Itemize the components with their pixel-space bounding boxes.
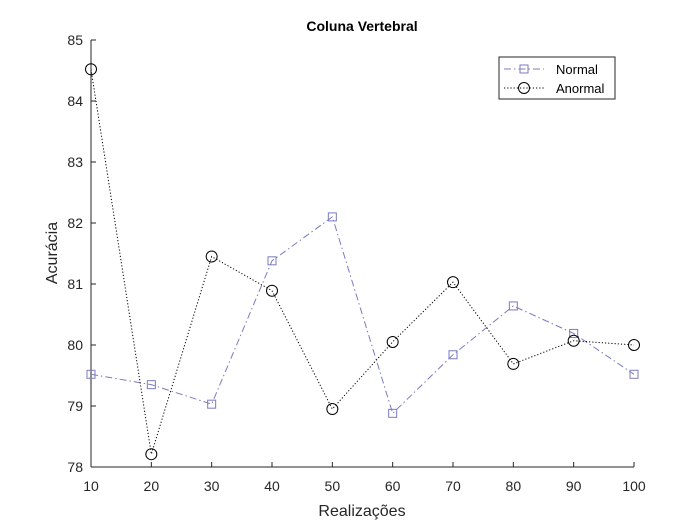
y-tick-label: 83 — [67, 154, 83, 170]
data-point — [447, 276, 459, 289]
series-layer — [85, 63, 640, 461]
data-point — [508, 301, 518, 311]
x-tick-label: 10 — [83, 478, 99, 494]
y-axis-label: Acurácia — [44, 222, 61, 284]
legend-box — [498, 56, 616, 100]
x-axis-label: Realizações — [318, 503, 405, 520]
y-tick-label: 79 — [67, 398, 83, 414]
y-tick-label: 84 — [67, 93, 83, 109]
y-tick-label: 80 — [67, 337, 83, 353]
x-tick-label: 50 — [325, 478, 341, 494]
data-point — [569, 328, 579, 338]
y-tick-label: 81 — [67, 276, 83, 292]
data-point — [388, 408, 398, 418]
data-point — [85, 63, 97, 76]
x-tick-label: 90 — [566, 478, 582, 494]
y-tick-label: 82 — [67, 215, 83, 231]
x-tick-label: 100 — [622, 478, 646, 494]
legend-marker — [519, 64, 529, 74]
x-tick-label: 30 — [204, 478, 220, 494]
data-point — [86, 369, 96, 379]
data-point — [326, 403, 339, 416]
series-line — [90, 216, 635, 415]
data-point — [266, 284, 278, 297]
legend: Normal Anormal — [498, 56, 616, 100]
data-point — [629, 369, 639, 379]
chart-title: Coluna Vertebral — [306, 18, 417, 34]
data-point — [386, 335, 399, 348]
x-tick-label: 40 — [264, 478, 280, 494]
data-point — [207, 399, 217, 409]
data-point — [205, 250, 218, 263]
data-point — [267, 256, 277, 266]
y-tick-label: 78 — [67, 459, 83, 475]
legend-marker — [518, 82, 530, 94]
data-point — [628, 339, 640, 351]
series-anormal — [85, 63, 640, 461]
axes — [90, 40, 634, 468]
y-ticks: 78 79 80 81 82 83 84 85 — [67, 32, 96, 475]
y-tick-label: 85 — [67, 32, 83, 48]
data-point — [507, 357, 520, 370]
data-point — [145, 448, 158, 461]
series-normal — [86, 212, 639, 418]
x-ticks: 10 20 30 40 50 60 70 80 90 100 — [83, 462, 646, 494]
x-tick-label: 20 — [144, 478, 160, 494]
data-point — [567, 334, 580, 347]
data-point — [448, 350, 458, 360]
data-point — [146, 380, 156, 390]
x-tick-label: 70 — [445, 478, 461, 494]
data-point — [327, 212, 337, 222]
legend-label: Anormal — [556, 81, 605, 96]
x-tick-label: 60 — [385, 478, 401, 494]
series-line — [90, 69, 635, 455]
legend-label: Normal — [556, 62, 598, 77]
x-tick-label: 80 — [506, 478, 522, 494]
